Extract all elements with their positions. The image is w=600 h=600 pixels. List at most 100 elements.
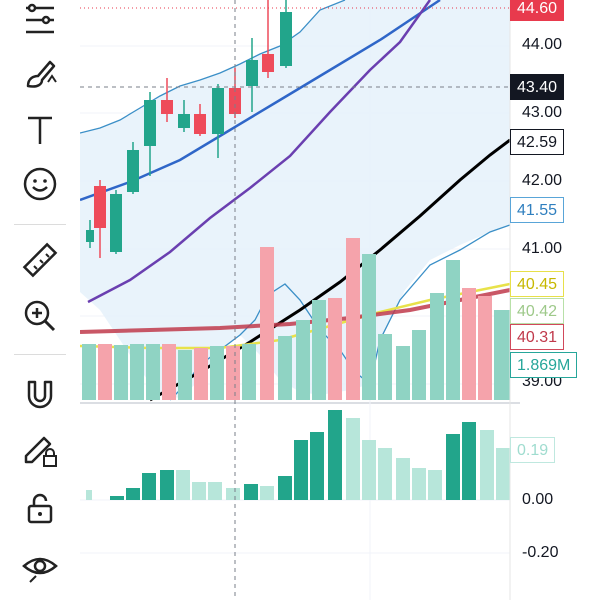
toolbar-separator: [14, 354, 66, 355]
candle: [178, 100, 190, 132]
volume-bar: [162, 344, 176, 400]
histogram-bar: [496, 448, 510, 500]
volume-bar: [210, 346, 224, 400]
histogram-bar: [208, 482, 222, 500]
volume-bar: [430, 293, 444, 400]
candle: [94, 180, 106, 258]
histogram-bars: [86, 410, 510, 500]
histogram-bar: [446, 434, 460, 500]
histogram-bar: [86, 490, 92, 500]
price-axis-tick: 42.00: [522, 172, 563, 189]
volume-bar: [412, 330, 426, 400]
candle: [86, 220, 94, 248]
volume-bar: [396, 346, 410, 400]
histogram-bar: [260, 486, 274, 500]
histogram-bar: [480, 430, 494, 500]
ruler-icon: [22, 242, 58, 278]
candle: [262, 0, 274, 78]
volume-bar: [346, 238, 360, 400]
volume-bar: [82, 344, 96, 400]
histogram-bar: [192, 482, 206, 500]
volume-bar: [446, 260, 460, 400]
histogram-bar: [378, 448, 392, 500]
volume-bar: [178, 350, 192, 400]
histogram-bar: [362, 440, 376, 500]
magnet-button[interactable]: [15, 372, 65, 416]
brush-button[interactable]: [15, 52, 65, 96]
unlock-button[interactable]: [15, 486, 65, 530]
emoji-button[interactable]: [15, 162, 65, 206]
indicators-icon: [26, 3, 54, 34]
zoom-in-icon: [24, 300, 56, 332]
volume-bar: [260, 247, 274, 400]
volume-bar: [312, 300, 326, 400]
histogram-bar: [412, 468, 426, 500]
volume-bar: [328, 298, 342, 400]
candle: [280, 0, 292, 68]
toolbar-separator: [14, 224, 66, 225]
volume-bar: [242, 344, 256, 400]
volume-bars: [82, 238, 510, 400]
histogram-bar: [396, 458, 410, 500]
histogram-bar: [328, 410, 342, 500]
brush-icon: [26, 60, 57, 88]
volume-bar: [278, 336, 292, 400]
histogram-bar: [126, 488, 140, 500]
candle: [212, 84, 224, 158]
crosshair-price-label: 43.40: [510, 74, 565, 100]
histogram-bar: [160, 470, 174, 500]
ma-green-label: 40.42: [510, 298, 565, 324]
drawing-toolbar: [0, 0, 81, 600]
text-tool-icon: [28, 116, 52, 144]
histogram-axis-tick: 0.00: [522, 491, 554, 508]
eye-button[interactable]: [15, 544, 65, 588]
histogram-bar: [310, 432, 324, 500]
text-tool-button[interactable]: [15, 108, 65, 152]
eye-icon: [22, 557, 58, 583]
volume-bar: [296, 320, 310, 400]
chart-area[interactable]: [80, 0, 600, 600]
ma-red-label: 40.31: [510, 324, 565, 350]
histogram-bar: [346, 418, 360, 500]
volume-bar: [362, 254, 376, 400]
ma-yellow-label: 40.45: [510, 271, 565, 297]
histogram-bar: [176, 470, 190, 500]
bollinger-lower-label: 41.55: [510, 197, 565, 223]
price-axis-tick: 44.00: [522, 36, 563, 53]
volume-bar: [462, 288, 476, 400]
volume-bar: [478, 296, 492, 400]
bollinger-upper: [80, 0, 346, 134]
ma-purple: [87, 0, 432, 304]
last-price-label: 44.60: [510, 0, 565, 21]
indicators-button[interactable]: [15, 0, 65, 40]
zoom-in-button[interactable]: [15, 294, 65, 338]
histogram-bar: [110, 496, 124, 500]
candle: [246, 38, 258, 112]
ruler-button[interactable]: [15, 238, 65, 282]
candlesticks: [86, 0, 292, 258]
histogram-bar: [142, 473, 156, 500]
volume-bar: [194, 348, 208, 400]
lock-drawing-icon: [24, 436, 57, 467]
histogram-bar: [244, 484, 258, 500]
ma-black-label: 42.59: [510, 129, 565, 155]
candle: [194, 104, 206, 136]
histogram-bar: [462, 422, 476, 500]
volume-bar: [378, 334, 392, 400]
candle: [161, 78, 173, 122]
price-axis-tick: 43.00: [522, 104, 563, 121]
candle: [127, 142, 139, 194]
volume-bar: [130, 344, 144, 400]
histogram-bar: [428, 470, 442, 500]
histogram-axis-tick: -0.20: [522, 544, 559, 561]
price-axis-tick: 41.00: [522, 240, 563, 257]
magnet-icon: [27, 380, 53, 409]
volume-label: 1.869M: [510, 352, 578, 378]
histogram-current-label: 0.19: [510, 437, 556, 463]
volume-bar: [98, 344, 112, 400]
histogram-bar: [278, 476, 292, 500]
candle: [229, 68, 241, 118]
lock-drawing-button[interactable]: [15, 428, 65, 472]
bollinger-band-fill: [80, 0, 510, 398]
histogram-bar: [294, 440, 308, 500]
